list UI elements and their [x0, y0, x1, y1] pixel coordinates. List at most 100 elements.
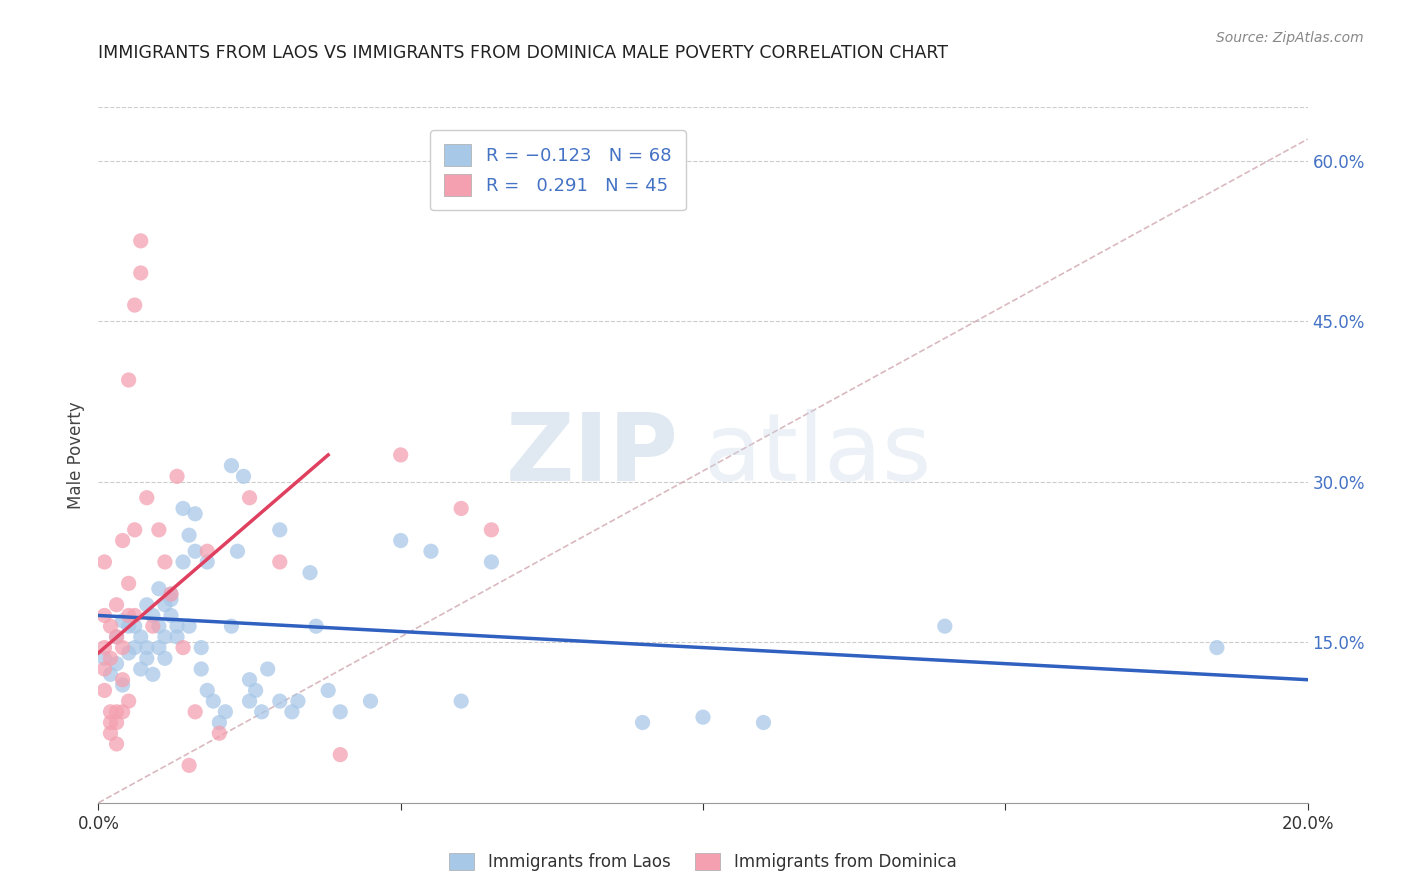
Point — [111, 533, 134, 548]
Point — [179, 619, 201, 633]
Point — [124, 608, 146, 623]
Point — [450, 501, 472, 516]
Point — [195, 555, 218, 569]
Point — [256, 662, 278, 676]
Point — [184, 705, 207, 719]
Text: IMMIGRANTS FROM LAOS VS IMMIGRANTS FROM DOMINICA MALE POVERTY CORRELATION CHART: IMMIGRANTS FROM LAOS VS IMMIGRANTS FROM … — [98, 45, 949, 62]
Point — [142, 667, 165, 681]
Point — [172, 640, 194, 655]
Point — [221, 619, 243, 633]
Legend: R = −0.123   N = 68, R =   0.291   N = 45: R = −0.123 N = 68, R = 0.291 N = 45 — [430, 130, 686, 211]
Point — [269, 555, 291, 569]
Text: Source: ZipAtlas.com: Source: ZipAtlas.com — [1216, 31, 1364, 45]
Point — [129, 266, 152, 280]
Point — [118, 608, 141, 623]
Point — [195, 544, 218, 558]
Point — [148, 523, 170, 537]
Point — [93, 640, 115, 655]
Point — [221, 458, 243, 473]
Point — [124, 523, 146, 537]
Point — [184, 507, 207, 521]
Point — [148, 640, 170, 655]
Point — [105, 598, 128, 612]
Point — [135, 491, 157, 505]
Point — [195, 683, 218, 698]
Point — [118, 576, 141, 591]
Text: ZIP: ZIP — [506, 409, 679, 501]
Point — [160, 587, 183, 601]
Point — [93, 555, 115, 569]
Point — [129, 234, 152, 248]
Point — [135, 598, 157, 612]
Point — [100, 651, 122, 665]
Point — [172, 555, 194, 569]
Point — [100, 705, 122, 719]
Point — [232, 469, 254, 483]
Point — [124, 619, 146, 633]
Point — [142, 608, 165, 623]
Point — [93, 683, 115, 698]
Point — [124, 298, 146, 312]
Point — [450, 694, 472, 708]
Point — [153, 630, 176, 644]
Point — [329, 705, 352, 719]
Point — [135, 651, 157, 665]
Point — [111, 614, 134, 628]
Point — [299, 566, 322, 580]
Point — [214, 705, 236, 719]
Text: atlas: atlas — [703, 409, 931, 501]
Point — [316, 683, 339, 698]
Point — [190, 640, 212, 655]
Point — [111, 705, 134, 719]
Point — [360, 694, 382, 708]
Point — [93, 662, 115, 676]
Point — [160, 592, 183, 607]
Point — [118, 646, 141, 660]
Point — [184, 544, 207, 558]
Point — [129, 662, 152, 676]
Point — [105, 705, 128, 719]
Y-axis label: Male Poverty: Male Poverty — [66, 401, 84, 508]
Point — [166, 469, 188, 483]
Point — [118, 694, 141, 708]
Point — [153, 598, 176, 612]
Point — [166, 630, 188, 644]
Point — [287, 694, 309, 708]
Point — [142, 619, 165, 633]
Point — [166, 619, 188, 633]
Point — [250, 705, 273, 719]
Point — [100, 619, 122, 633]
Point — [329, 747, 352, 762]
Point — [239, 673, 262, 687]
Point — [179, 758, 201, 772]
Point — [389, 448, 412, 462]
Point — [281, 705, 304, 719]
Point — [239, 491, 262, 505]
Point — [129, 630, 152, 644]
Point — [389, 533, 412, 548]
Point — [111, 640, 134, 655]
Point — [245, 683, 267, 698]
Point — [135, 640, 157, 655]
Point — [481, 555, 503, 569]
Point — [1206, 640, 1229, 655]
Point — [93, 651, 115, 665]
Point — [105, 737, 128, 751]
Point — [111, 673, 134, 687]
Point — [118, 619, 141, 633]
Point — [269, 694, 291, 708]
Point — [269, 523, 291, 537]
Point — [208, 726, 231, 740]
Point — [481, 523, 503, 537]
Point — [105, 630, 128, 644]
Point — [118, 373, 141, 387]
Point — [124, 640, 146, 655]
Point — [105, 630, 128, 644]
Point — [208, 715, 231, 730]
Point — [93, 608, 115, 623]
Point — [172, 501, 194, 516]
Point — [226, 544, 249, 558]
Point — [153, 555, 176, 569]
Point — [100, 667, 122, 681]
Point — [631, 715, 654, 730]
